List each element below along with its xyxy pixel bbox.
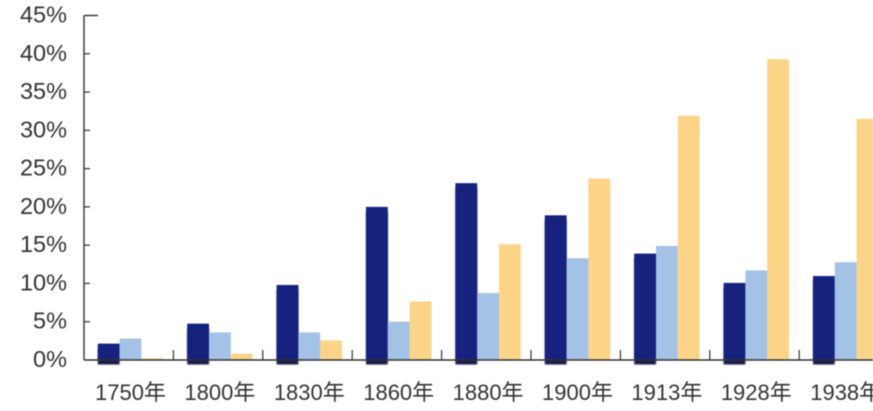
svg-text:25%: 25% — [20, 155, 67, 181]
svg-text:30%: 30% — [20, 116, 67, 142]
svg-text:1860年: 1860年 — [363, 380, 434, 405]
svg-text:0%: 0% — [33, 346, 67, 372]
svg-text:15%: 15% — [20, 231, 67, 257]
svg-text:35%: 35% — [20, 78, 67, 104]
svg-text:1830年: 1830年 — [274, 380, 345, 405]
svg-text:20%: 20% — [20, 193, 67, 219]
svg-text:1913年: 1913年 — [631, 380, 702, 405]
svg-text:1928年: 1928年 — [721, 380, 792, 405]
svg-text:1938年: 1938年 — [810, 380, 873, 405]
svg-text:5%: 5% — [33, 308, 67, 334]
svg-text:10%: 10% — [20, 269, 67, 295]
svg-text:1880年: 1880年 — [453, 380, 524, 405]
svg-text:1750年: 1750年 — [95, 380, 166, 405]
svg-text:40%: 40% — [20, 40, 67, 66]
svg-text:1900年: 1900年 — [542, 380, 613, 405]
svg-text:1800年: 1800年 — [184, 380, 255, 405]
svg-text:45%: 45% — [20, 2, 67, 28]
